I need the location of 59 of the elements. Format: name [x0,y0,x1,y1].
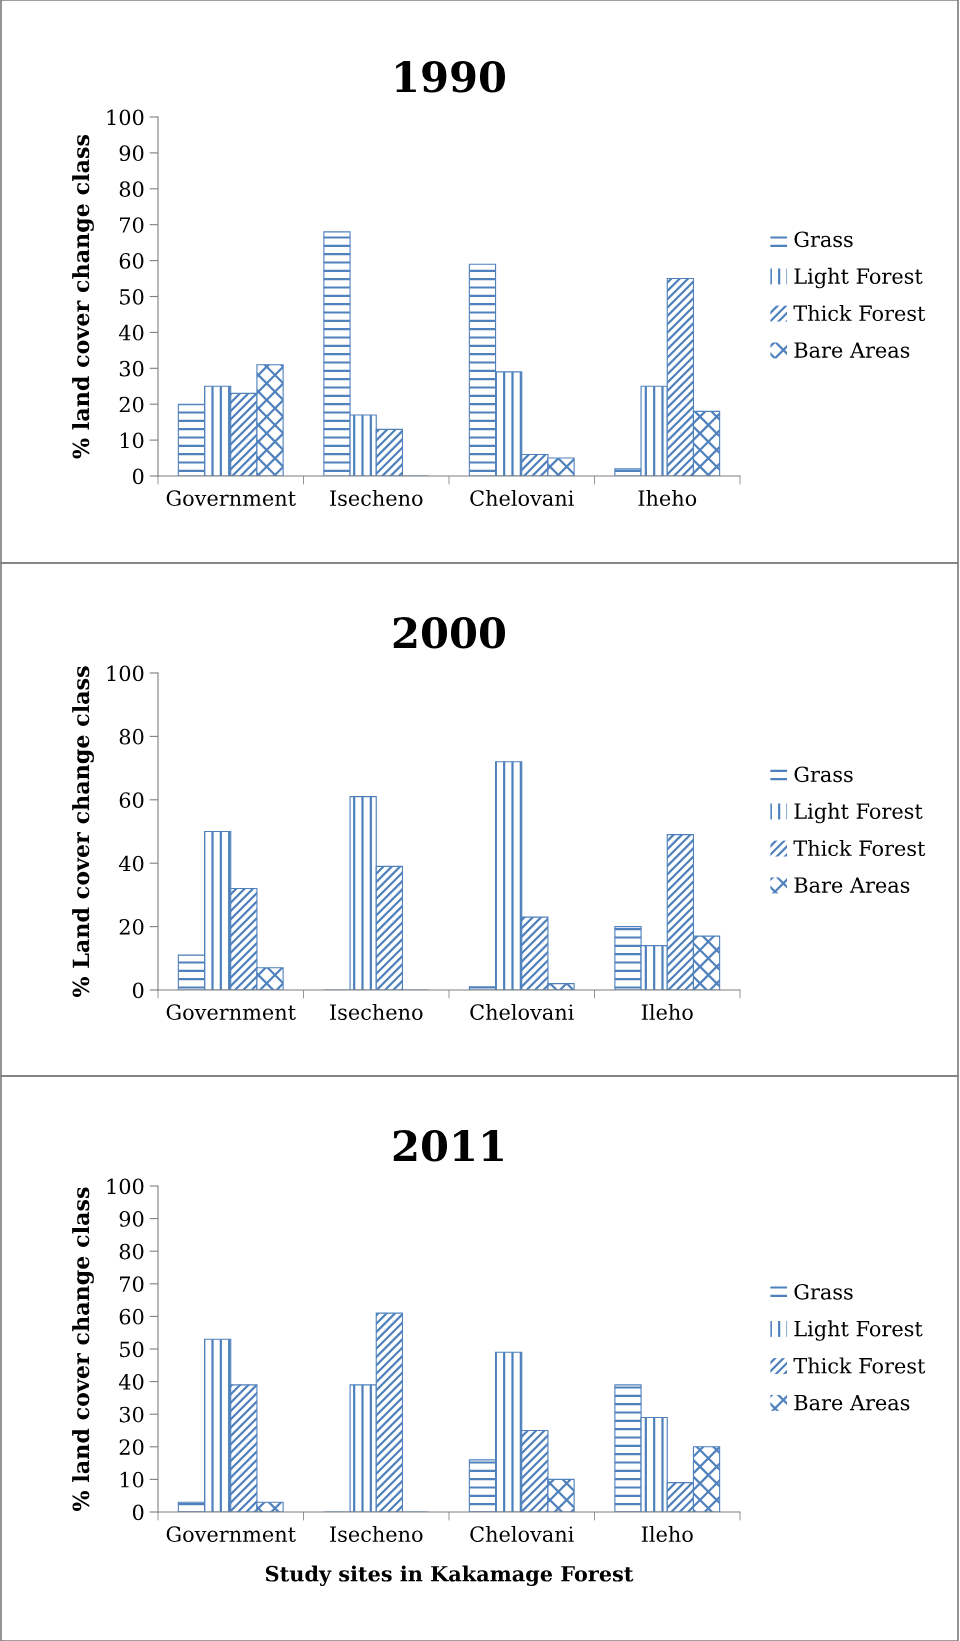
legend-label: Light Forest [794,802,923,824]
y-tick-label: 10 [120,1471,144,1488]
y-tick-label: 60 [119,792,144,809]
x-tick-label: Ileho [641,1525,693,1543]
y-tick-label: 40 [118,855,144,872]
y-tick-label: 60 [119,253,144,269]
legend-label: Bare Areas [794,877,910,893]
y-tick-label: 100 [107,109,144,126]
x-tick-label: Government [166,1526,296,1543]
y-tick-label: 70 [120,1276,144,1293]
y-axis-title: % Land cover change class [72,666,94,998]
legend-label: Thick Forest [793,304,926,322]
y-tick-label: 30 [119,360,144,377]
y-tick-label: 20 [119,396,144,413]
legend-label: Bare Areas [794,342,910,358]
x-tick-label: Chelovani [470,489,574,507]
legend-label: Thick Forest [793,1357,926,1374]
y-tick-label: 30 [119,1406,144,1423]
legend-label: Grass [794,1283,853,1300]
y-tick-label: 100 [107,1178,144,1195]
y-tick-label: 20 [119,1439,144,1456]
y-tick-label: 0 [132,982,144,999]
x-tick-label: Iheho [638,489,697,507]
legend-label: Grass [794,231,853,248]
chart-title: 2000 [393,617,506,649]
y-tick-label: 50 [120,288,144,305]
y-axis-title: % land cover change class [72,1187,94,1511]
chart-title: 1990 [396,61,506,93]
y-tick-label: 0 [132,468,144,485]
y-tick-label: 50 [120,1341,144,1358]
y-tick-label: 80 [119,181,144,198]
y-tick-label: 60 [119,1308,144,1325]
x-tick-label: Ileho [641,1003,693,1021]
y-tick-label: 80 [119,1243,144,1260]
y-tick-label: 40 [118,324,144,341]
legend-label: Light Forest [794,267,923,289]
x-tick-label: Government [166,490,296,507]
y-tick-label: 0 [132,1504,144,1521]
y-tick-label: 90 [119,1211,144,1227]
x-tick-label: Chelovani [470,1003,574,1021]
legend-label: Grass [794,766,853,783]
x-tick-label: Isecheno [330,1003,423,1021]
y-tick-label: 70 [120,217,144,233]
x-tick-label: Isecheno [330,1525,423,1543]
y-tick-label: 90 [119,145,144,162]
y-axis-title: % land cover change class [72,134,94,459]
y-tick-label: 40 [118,1374,144,1390]
x-axis-title: Study sites in Kakamage Forest [265,1565,634,1586]
x-tick-label: Chelovani [470,1525,574,1543]
chart-title: 2011 [393,1130,503,1162]
legend-label: Light Forest [794,1320,923,1341]
y-tick-label: 100 [107,665,144,682]
y-tick-label: 80 [119,728,144,745]
legend-label: Bare Areas [794,1394,910,1411]
legend-label: Thick Forest [793,839,926,857]
y-tick-label: 10 [120,432,144,449]
x-tick-label: Government [166,1004,296,1021]
x-tick-label: Isecheno [330,489,423,507]
y-tick-label: 20 [119,919,144,935]
